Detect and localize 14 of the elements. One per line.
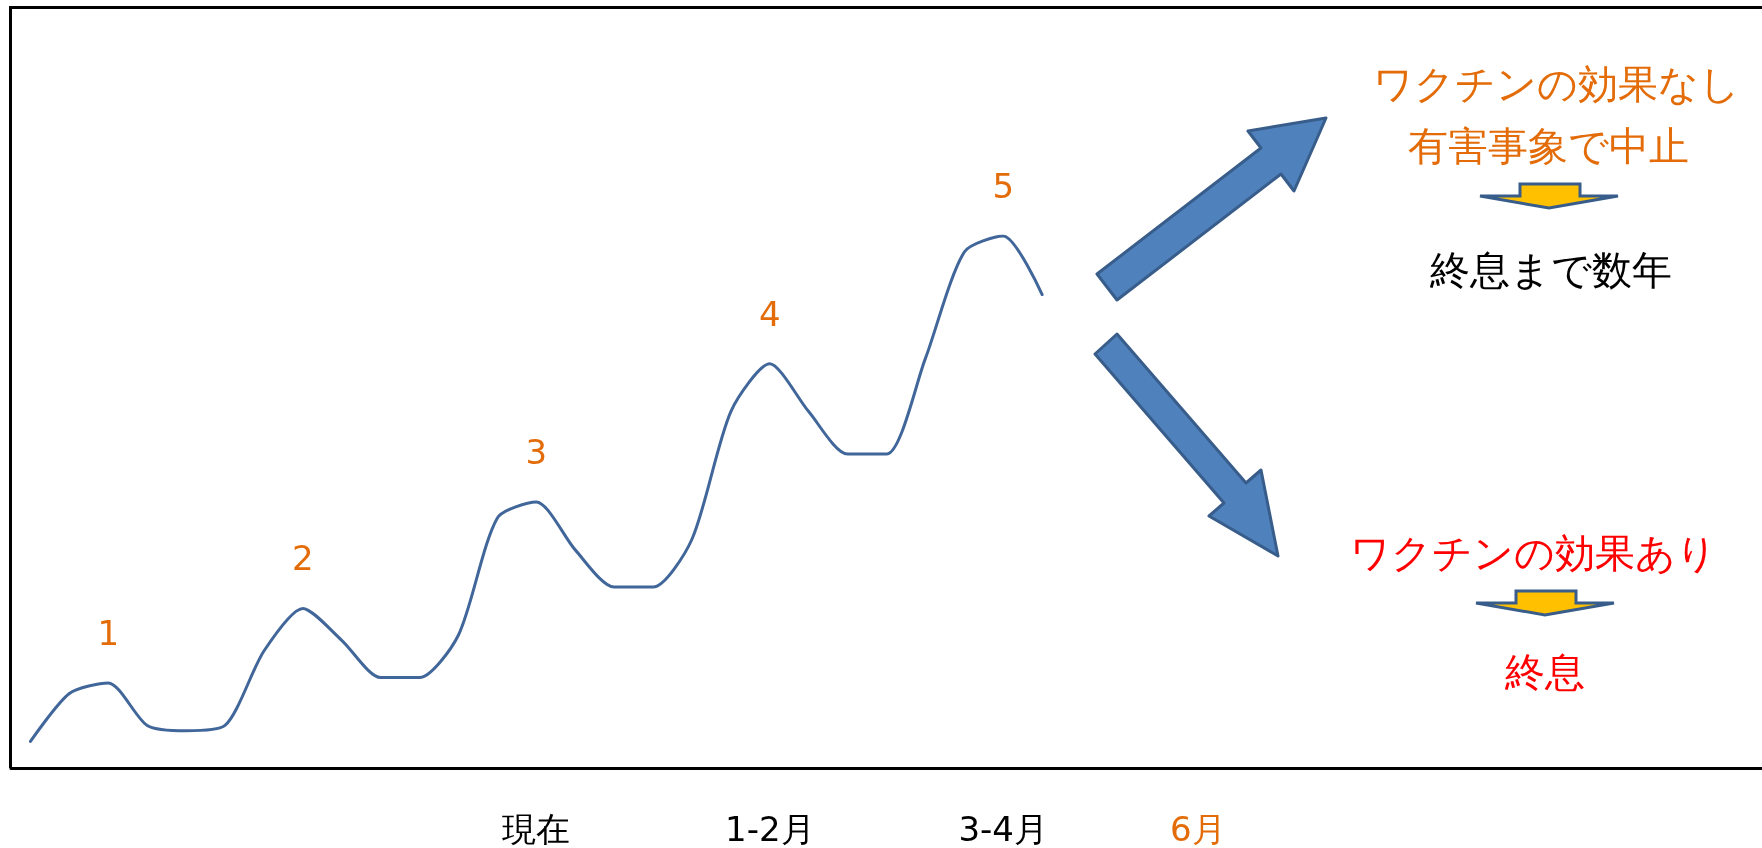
text: ワクチンの効果なし xyxy=(1372,59,1740,109)
x-tick-label: 現在 xyxy=(502,809,571,848)
text: 有害事象で中止 xyxy=(1407,121,1689,171)
x-tick-label: 3-4月 xyxy=(958,809,1049,848)
annotation: 3 xyxy=(525,432,548,472)
x-tick-label: 1-2月 xyxy=(724,809,815,848)
x-tick-label: 6月 xyxy=(1169,809,1226,848)
annotation: 4 xyxy=(758,293,781,334)
annotation: ワクチンの効果あり xyxy=(1350,528,1718,578)
annotation: 終息 xyxy=(1505,647,1586,697)
annotation: 1 xyxy=(97,612,120,653)
annotation: 終息まで数年 xyxy=(1429,245,1672,295)
text: 5 xyxy=(992,166,1015,206)
annotation: 2 xyxy=(292,538,314,579)
